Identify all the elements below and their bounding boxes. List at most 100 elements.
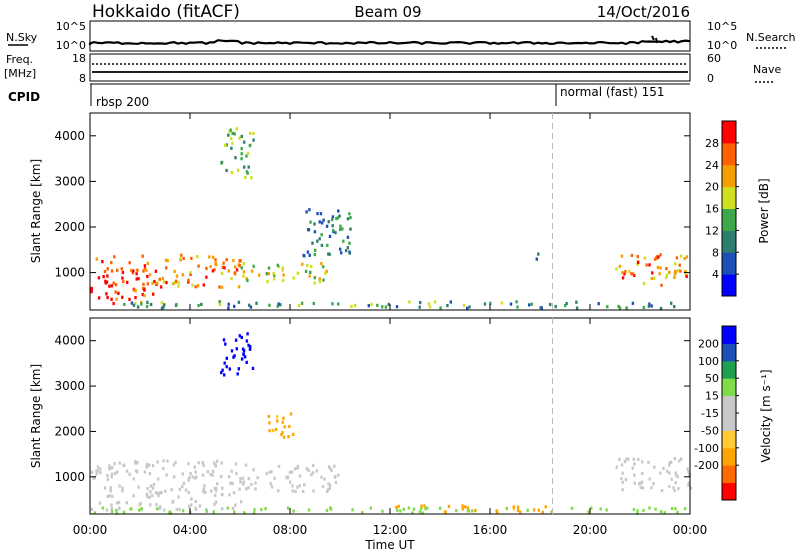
- power-cell: [128, 261, 131, 265]
- power-cell: [516, 305, 519, 309]
- power-cell: [146, 282, 149, 286]
- power-cell: [597, 302, 600, 306]
- power-cell: [231, 131, 234, 135]
- power-cell: [114, 283, 118, 287]
- velocity-cell: [397, 504, 400, 508]
- velocity-cell: [438, 506, 442, 510]
- power-cell: [325, 269, 328, 273]
- power-cell: [331, 224, 334, 228]
- velocity-cell: [238, 334, 241, 338]
- power-cell: [248, 144, 252, 148]
- velocity-cell: [654, 507, 657, 511]
- velocity-cell: [303, 483, 306, 487]
- velocity-cell: [190, 503, 193, 507]
- velocity-cell: [673, 457, 677, 461]
- velocity-cell: [151, 464, 155, 468]
- power-cell: [174, 279, 178, 283]
- power-cell: [272, 272, 275, 276]
- velocity-cell: [252, 468, 255, 472]
- power-cell: [231, 141, 234, 145]
- velocity-cell: [128, 472, 131, 476]
- velocity-cell: [587, 510, 590, 514]
- power-colorbar-swatch: [722, 164, 736, 188]
- velocity-cell: [544, 505, 547, 509]
- velocity-cell: [198, 504, 202, 508]
- power-cell: [205, 266, 208, 270]
- velocity-cell: [526, 508, 529, 512]
- time-tick-label: 04:00: [173, 523, 208, 537]
- power-ytick-label: 4000: [54, 129, 85, 143]
- velocity-cell: [541, 510, 544, 514]
- velocity-cell: [351, 508, 354, 512]
- velocity-cell: [519, 510, 522, 514]
- velocity-colorbar-swatch: [722, 395, 736, 414]
- velocity-cell: [252, 511, 256, 515]
- velocity-cell: [672, 486, 675, 490]
- velocity-colorbar-swatch: [722, 360, 736, 379]
- velocity-cell: [242, 480, 245, 484]
- velocity-cell: [211, 469, 215, 473]
- power-cell: [301, 262, 304, 266]
- velocity-cell: [641, 486, 645, 490]
- power-cell: [220, 161, 223, 165]
- time-tick-label: 12:00: [373, 523, 408, 537]
- velocity-cell: [162, 459, 165, 463]
- velocity-cell: [105, 508, 109, 512]
- freq-tick-bottom: 8: [79, 72, 86, 85]
- power-colorbar-swatch: [722, 121, 736, 144]
- velocity-cell: [166, 459, 169, 463]
- power-cell: [685, 255, 689, 259]
- velocity-cell: [173, 475, 176, 479]
- power-cell: [266, 279, 269, 284]
- date-title: 14/Oct/2016: [597, 3, 690, 21]
- velocity-cell: [254, 481, 257, 485]
- power-cell: [165, 266, 168, 270]
- velocity-cell: [668, 463, 671, 467]
- power-cell: [297, 304, 301, 308]
- power-cell: [565, 301, 568, 306]
- velocity-cell: [647, 460, 650, 464]
- velocity-ylabel: Slant Range [km]: [29, 364, 43, 468]
- power-colorbar-swatch: [722, 230, 736, 253]
- power-cell: [306, 263, 309, 268]
- power-cell: [309, 220, 312, 224]
- power-cell: [242, 262, 246, 266]
- power-cell: [673, 305, 676, 309]
- power-cell: [223, 266, 226, 270]
- velocity-cell: [282, 416, 285, 420]
- power-cell: [346, 246, 350, 250]
- power-cell: [156, 281, 159, 285]
- power-cell: [230, 146, 233, 150]
- power-cell: [175, 302, 178, 307]
- velocity-cell: [296, 464, 300, 468]
- power-cell: [348, 250, 351, 254]
- velocity-cell: [177, 495, 180, 499]
- power-cell: [235, 127, 238, 131]
- power-cell: [311, 241, 314, 245]
- velocity-cell: [291, 484, 294, 488]
- velocity-cell: [282, 435, 286, 439]
- velocity-cell: [516, 505, 520, 509]
- power-cell: [230, 137, 233, 141]
- velocity-cell: [642, 508, 645, 513]
- power-cell: [152, 292, 155, 296]
- power-cell: [449, 300, 452, 304]
- power-cell: [220, 285, 224, 289]
- nsky-trace: [88, 39, 691, 46]
- velocity-cell: [122, 510, 126, 514]
- velocity-cell: [326, 488, 330, 492]
- power-cell: [281, 266, 285, 270]
- power-cell: [120, 267, 123, 271]
- power-cell: [650, 276, 654, 281]
- power-cell: [338, 247, 342, 251]
- velocity-cell: [121, 486, 124, 490]
- power-cell: [314, 248, 317, 252]
- velocity-cell: [115, 508, 118, 512]
- velocity-cell: [157, 477, 160, 481]
- power-cell: [367, 304, 370, 308]
- velocity-cell: [296, 485, 299, 489]
- power-cell: [133, 288, 136, 292]
- power-cell: [190, 256, 193, 260]
- power-cell: [243, 165, 246, 169]
- power-cell: [395, 305, 399, 309]
